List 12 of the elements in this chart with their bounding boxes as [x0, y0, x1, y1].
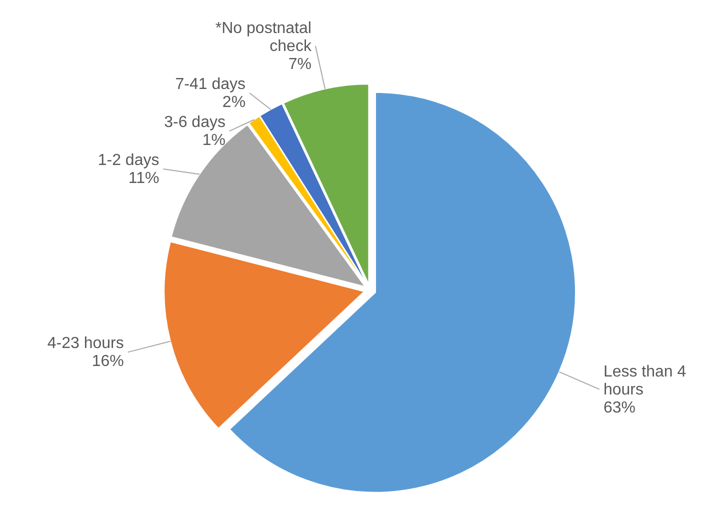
data-label: 11% [128, 170, 160, 188]
slice-label: Less than 4 hours [603, 363, 686, 398]
data-label: 16% [92, 353, 124, 370]
slice-label: 4-23 hours [47, 335, 124, 352]
slice-label: 7-41 days [175, 76, 246, 94]
slice-label: 3-6 days [164, 114, 226, 132]
data-label: 7% [288, 56, 312, 74]
slice-label: 1-2 days [98, 152, 160, 170]
data-label: 2% [222, 94, 246, 112]
data-label: 1% [202, 132, 226, 150]
slice-label: *No postnatal check [215, 20, 312, 56]
data-label: 63% [603, 399, 636, 416]
